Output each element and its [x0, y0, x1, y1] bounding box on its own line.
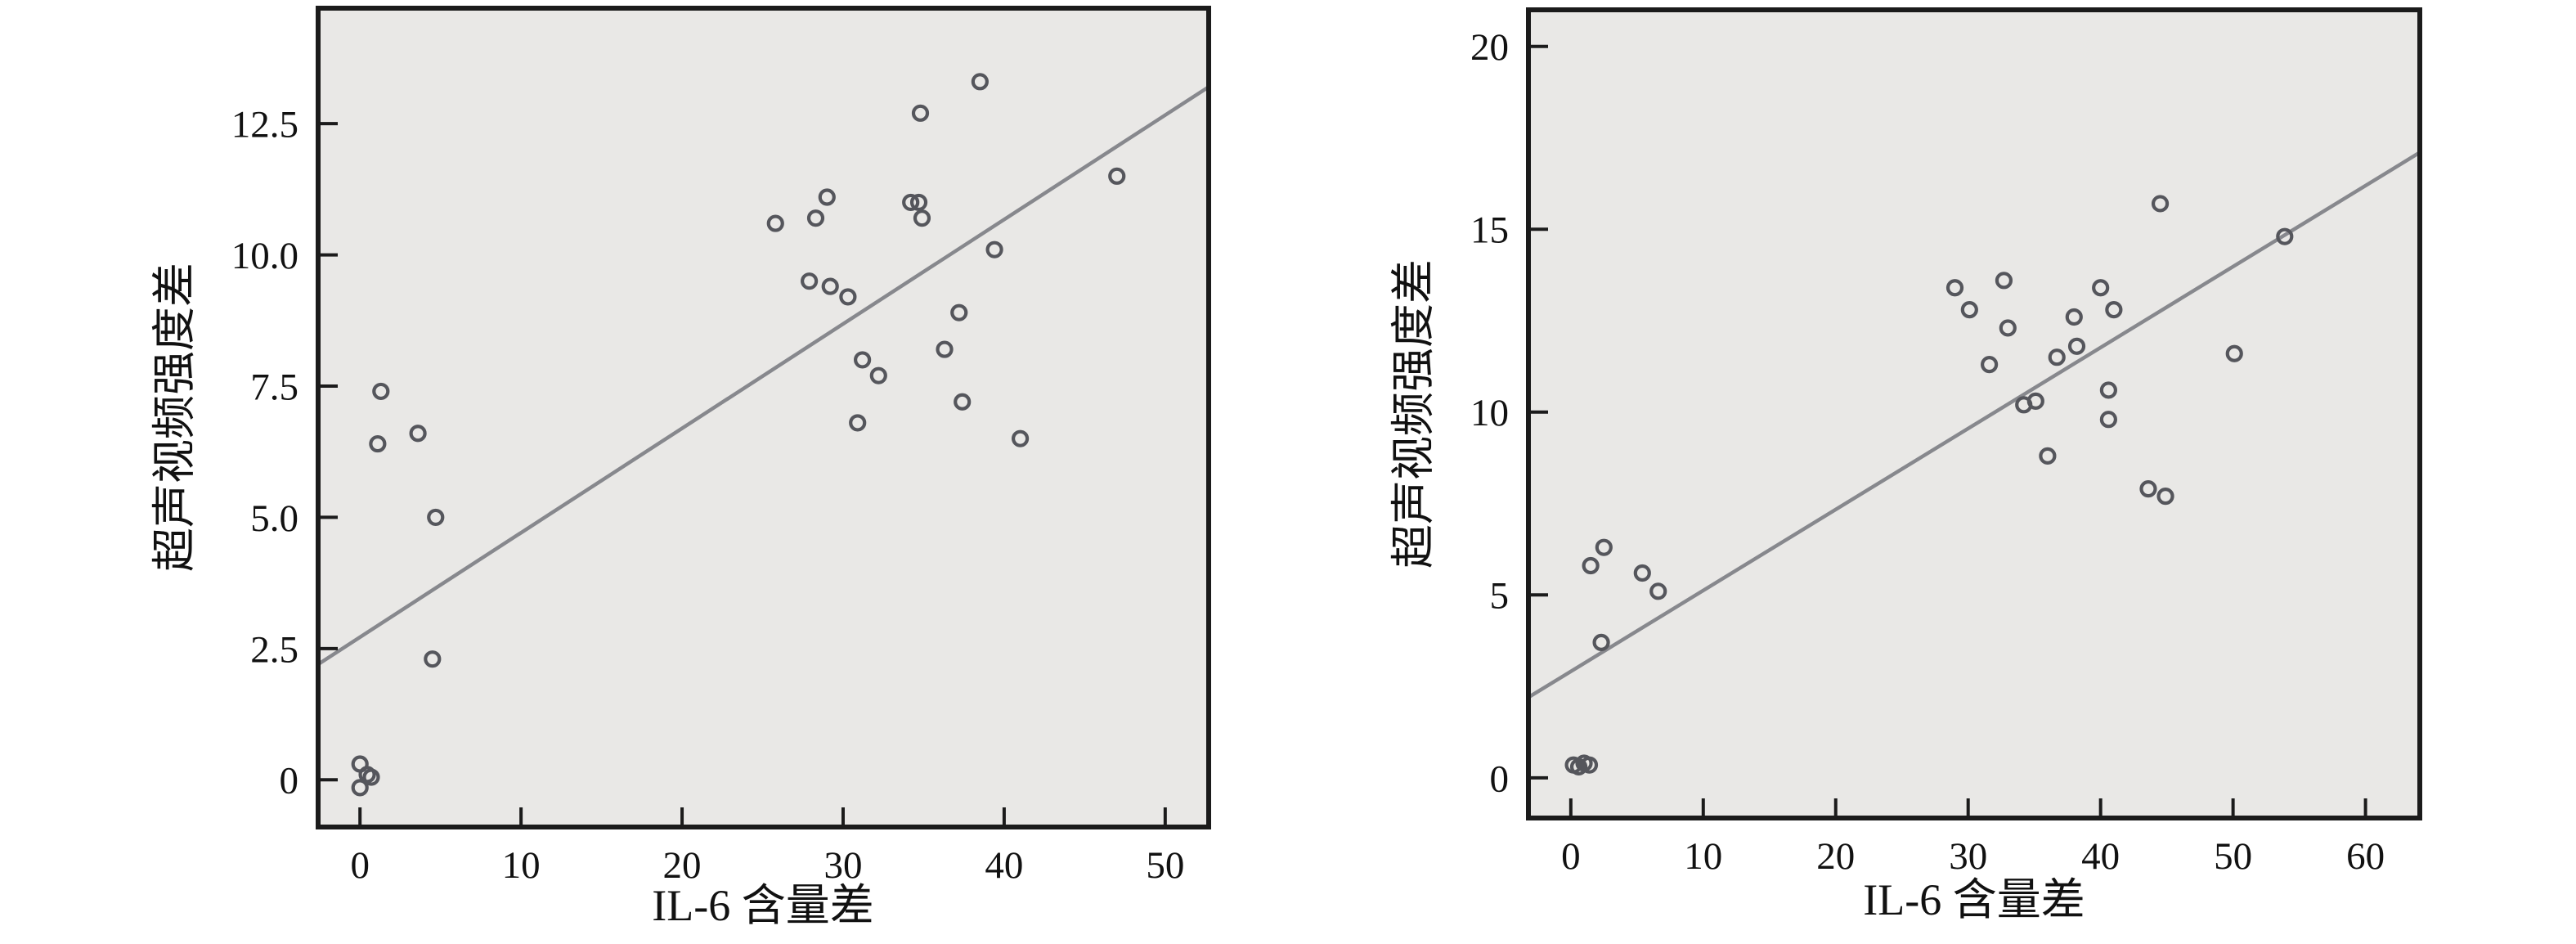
data-point [913, 209, 931, 227]
data-point [2156, 487, 2174, 506]
data-point [1580, 756, 1599, 774]
data-point [2065, 308, 2083, 326]
data-point [2099, 381, 2117, 399]
data-point [424, 650, 442, 668]
data-point [2139, 480, 2157, 498]
data-point [2092, 279, 2110, 297]
data-point [372, 382, 390, 401]
x-tick-label: 30 [1949, 835, 1987, 878]
y-tick-label: 10.0 [231, 235, 298, 277]
x-tick-label: 40 [985, 844, 1023, 887]
data-point [971, 73, 989, 91]
x-tick-label: 30 [824, 844, 862, 887]
data-point [1108, 167, 1126, 185]
y-tick-label: 7.5 [250, 366, 298, 408]
data-point [766, 214, 784, 232]
data-point [869, 366, 887, 384]
data-point [801, 272, 819, 290]
y-tick-label: 10 [1470, 392, 1509, 434]
plot-background [1528, 10, 2420, 818]
y-tick-label: 20 [1470, 26, 1509, 69]
x-tick-label: 50 [1146, 844, 1184, 887]
data-point [409, 425, 427, 443]
data-point [1011, 429, 1030, 447]
data-point [2099, 411, 2117, 429]
x-tick-label: 0 [350, 844, 370, 887]
trend-line [316, 85, 1210, 666]
data-point [1945, 279, 1964, 297]
data-point [909, 193, 928, 212]
data-point [2105, 300, 2123, 319]
data-point [806, 209, 825, 227]
scatter-chart-right: 0 10 20 30 40 50 60 0 5 10 15 20 [1470, 7, 2422, 878]
data-point [821, 277, 839, 295]
x-tick-label: 40 [2081, 835, 2120, 878]
data-point [936, 340, 954, 358]
y-tick-label: 5 [1490, 575, 1510, 618]
data-point [839, 288, 857, 306]
data-point [854, 351, 872, 369]
data-point [2039, 447, 2057, 465]
y-tick-label: 0 [1490, 757, 1510, 800]
data-point [1981, 356, 1999, 374]
y-tick-label: 12.5 [231, 104, 298, 146]
x-tick-label: 20 [1816, 835, 1855, 878]
plot-frame [1526, 7, 2422, 820]
data-point [1595, 538, 1613, 556]
data-point [1582, 556, 1600, 575]
data-point [362, 768, 380, 786]
data-point [985, 240, 1003, 258]
y-tick-label: 0 [280, 760, 299, 802]
data-point [369, 434, 387, 453]
data-point [954, 393, 972, 411]
x-tick-label: 60 [2346, 835, 2385, 878]
data-point [1649, 582, 1667, 600]
data-point [2026, 392, 2044, 410]
x-tick-label: 0 [1561, 835, 1581, 878]
x-axis-label-left: IL-6 含量差 [652, 881, 874, 930]
x-tick-label: 10 [502, 844, 541, 887]
data-point [1592, 633, 1610, 652]
plot-background [318, 8, 1209, 827]
x-tick-label: 10 [1684, 835, 1722, 878]
plot-frame [316, 6, 1211, 829]
y-tick-label: 2.5 [250, 628, 298, 671]
y-tick-label: 5.0 [250, 497, 298, 540]
data-point [2067, 337, 2086, 355]
x-axis-label-right: IL-6 含量差 [1863, 875, 2085, 924]
data-point [1960, 300, 1978, 319]
x-tick-label: 50 [2214, 835, 2252, 878]
data-point [1999, 319, 2017, 337]
data-point [849, 414, 867, 432]
data-point [902, 193, 920, 212]
x-tick-label: 20 [663, 844, 702, 887]
data-point [2151, 195, 2170, 213]
y-axis-label-right: 超声视频强度差 [1389, 259, 1438, 569]
data-point [2276, 227, 2294, 245]
data-point [911, 104, 930, 122]
data-point [1633, 564, 1651, 582]
data-point [427, 508, 445, 527]
data-point [351, 779, 369, 797]
data-point [2225, 344, 2243, 362]
data-point [950, 303, 968, 321]
trend-line [1527, 151, 2421, 699]
y-axis-label-left: 超声视频强度差 [150, 263, 200, 572]
data-point [818, 188, 836, 206]
data-point [1995, 272, 2013, 290]
data-point [2048, 348, 2066, 366]
y-tick-label: 15 [1470, 209, 1509, 252]
scatter-chart-left: 0 10 20 30 40 50 0 2.5 5.0 7.5 10.0 12.5 [231, 6, 1211, 887]
